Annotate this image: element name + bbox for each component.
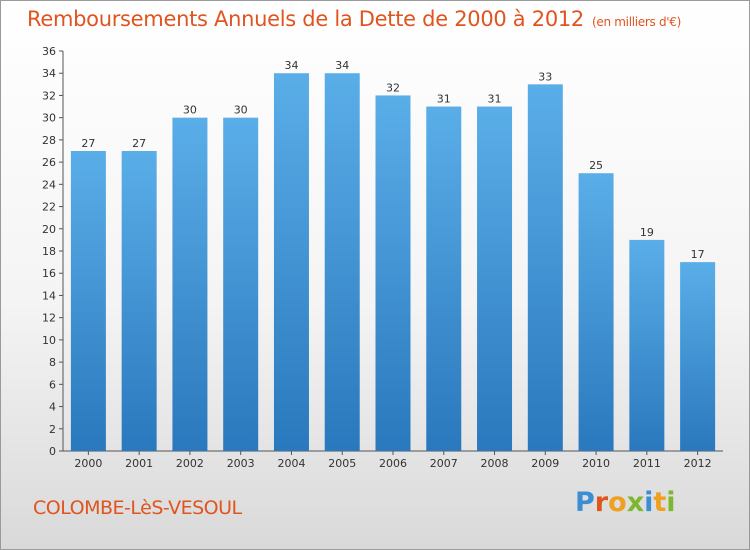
x-tick-label: 2008 [481, 457, 509, 470]
x-tick-label: 2000 [74, 457, 102, 470]
bar-value-label: 25 [589, 159, 603, 172]
y-tick-label: 6 [49, 378, 56, 391]
commune-name: COLOMBE-LèS-VESOUL [33, 497, 242, 519]
bar [578, 173, 614, 451]
bar [680, 262, 716, 451]
bar [375, 95, 411, 451]
x-tick-label: 2007 [430, 457, 458, 470]
bar-value-label: 27 [81, 137, 95, 150]
bar-value-label: 31 [437, 93, 451, 106]
chart-title-text: Remboursements Annuels de la Dette de 20… [27, 7, 584, 31]
y-tick-label: 24 [42, 178, 56, 191]
bar-value-label: 19 [640, 226, 654, 239]
y-tick-label: 36 [42, 45, 56, 58]
y-tick-label: 20 [42, 223, 56, 236]
bar-value-label: 34 [284, 59, 298, 72]
y-tick-label: 32 [42, 89, 56, 102]
bar-value-label: 32 [386, 81, 400, 94]
y-tick-label: 14 [42, 289, 56, 302]
bar [477, 106, 513, 452]
x-tick-label: 2002 [176, 457, 204, 470]
x-tick-label: 2006 [379, 457, 407, 470]
bar-value-label: 33 [538, 70, 552, 83]
y-tick-label: 8 [49, 356, 56, 369]
bar [223, 117, 259, 452]
bar [629, 239, 665, 451]
x-tick-label: 2011 [633, 457, 661, 470]
y-tick-label: 10 [42, 334, 56, 347]
bar [527, 84, 563, 451]
y-tick-label: 26 [42, 156, 56, 169]
x-tick-label: 2010 [582, 457, 610, 470]
y-tick-label: 18 [42, 245, 56, 258]
bar-value-label: 17 [691, 248, 705, 261]
x-tick-label: 2009 [531, 457, 559, 470]
bar-value-label: 34 [335, 59, 349, 72]
logo-letter: o [608, 487, 627, 518]
y-tick-label: 12 [42, 312, 56, 325]
bar [70, 151, 106, 451]
logo-letter: x [626, 487, 645, 518]
bar [121, 151, 157, 451]
y-tick-label: 28 [42, 134, 56, 147]
x-tick-label: 2004 [277, 457, 305, 470]
bar-value-label: 30 [234, 104, 248, 117]
bar [172, 117, 208, 452]
y-tick-label: 2 [49, 423, 56, 436]
y-tick-label: 34 [42, 67, 56, 80]
x-tick-label: 2003 [227, 457, 255, 470]
x-tick-label: 2005 [328, 457, 356, 470]
x-tick-label: 2001 [125, 457, 153, 470]
proxiti-logo: Proxiti [575, 487, 676, 518]
bar [324, 73, 360, 451]
bar [273, 73, 309, 451]
chart-unit: (en milliers d'€) [592, 15, 682, 29]
bar-value-label: 31 [488, 93, 502, 106]
y-tick-label: 16 [42, 267, 56, 280]
y-tick-label: 4 [49, 401, 56, 414]
logo-letter: P [575, 487, 595, 518]
y-tick-label: 30 [42, 112, 56, 125]
bar [426, 106, 462, 452]
bar-value-label: 27 [132, 137, 146, 150]
chart-title: Remboursements Annuels de la Dette de 20… [27, 7, 681, 31]
logo-letter: i [666, 487, 676, 518]
x-tick-label: 2012 [684, 457, 712, 470]
y-tick-label: 0 [49, 445, 56, 458]
logo-letter: r [594, 487, 609, 518]
logo-letter: t [653, 487, 667, 518]
logo-letter: i [644, 487, 654, 518]
y-tick-label: 22 [42, 201, 56, 214]
bar-value-label: 30 [183, 104, 197, 117]
